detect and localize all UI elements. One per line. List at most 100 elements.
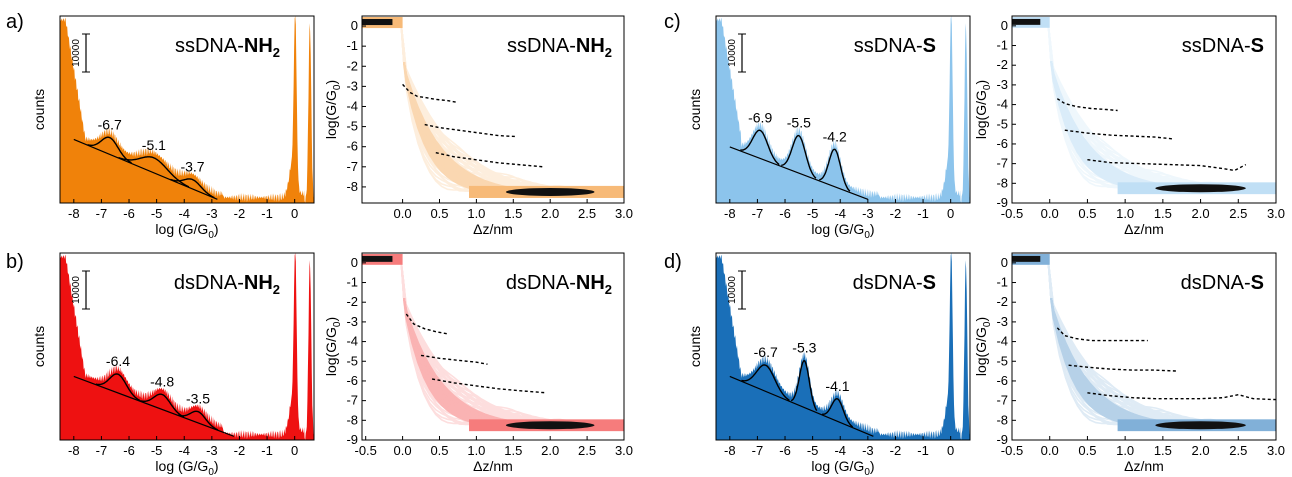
plateau-line-2 xyxy=(1087,392,1277,401)
y-axis-label: log(G/G0) xyxy=(323,317,343,376)
y-tick-label: -1 xyxy=(346,38,358,53)
peak-label: -4.2 xyxy=(823,128,847,144)
x-tick-label: -7 xyxy=(752,443,764,458)
x-tick-label: -2 xyxy=(890,443,902,458)
histogram-panel-a-hist: -6.7 -5.1 -3.7 -8 -7 -6 -5 -4 -3 -2 -1 0 log (G/G0) c… xyxy=(31,15,315,241)
x-tick-label: -8 xyxy=(724,206,736,221)
gaussian-fit-0 xyxy=(87,136,132,164)
plot-frame xyxy=(1011,15,1277,204)
panel-letter-b: b) xyxy=(6,251,24,273)
x-tick-label: 0.5 xyxy=(1078,443,1096,458)
peak-label: -5.3 xyxy=(792,340,816,356)
x-tick-label: -4 xyxy=(178,443,190,458)
y-tick-label: -3 xyxy=(346,78,358,93)
y-tick-label: -1 xyxy=(996,38,1008,53)
gaussian-fit-1 xyxy=(781,134,817,179)
peak-label: -6.7 xyxy=(98,117,122,133)
x-tick-label: -8 xyxy=(724,443,736,458)
scale-bar-label: 10000 xyxy=(727,39,738,67)
panel-title-a-trace: ssDNA-NH2 xyxy=(507,35,612,60)
x-tick-label: -7 xyxy=(96,206,108,221)
y-tick-label: -4 xyxy=(996,334,1008,349)
panel-title-a-hist: ssDNA-NH2 xyxy=(175,35,280,60)
y-tick-label: 0 xyxy=(351,18,358,33)
y-tick-label: -7 xyxy=(346,393,358,408)
y-tick-label: -2 xyxy=(346,58,358,73)
histogram-area xyxy=(60,253,314,440)
x-tick-label: 3.0 xyxy=(615,443,633,458)
plot-frame xyxy=(59,15,315,204)
x-tick-label: -2 xyxy=(234,206,246,221)
peak-label: -6.9 xyxy=(748,109,772,125)
y-axis-label: log(G/G0) xyxy=(323,80,343,139)
plateau-line-1 xyxy=(1068,364,1178,372)
gaussian-fit-1 xyxy=(118,156,190,188)
x-tick-label: -2 xyxy=(234,443,246,458)
x-tick-label: 0.0 xyxy=(1041,206,1059,221)
x-tick-label: -5 xyxy=(151,443,163,458)
x-tick-label: 2.0 xyxy=(541,443,559,458)
gaussian-fit-2 xyxy=(178,410,219,431)
x-axis-label: Δz/nm xyxy=(1124,221,1164,237)
x-tick-label: -7 xyxy=(96,443,108,458)
y-tick-label: -3 xyxy=(346,314,358,329)
gaussian-fit-1 xyxy=(790,359,818,411)
histogram-panel-d-hist: -6.7 -5.3 -4.1 -8 -7 -6 -5 -4 -3 -2 -1 0 log (G/G0) c… xyxy=(687,252,971,477)
x-tick-label: 3.0 xyxy=(1267,206,1285,221)
plateau-line-1 xyxy=(424,123,518,138)
peak-label: -5.1 xyxy=(142,137,166,153)
x-tick-label: -5 xyxy=(807,206,819,221)
x-tick-label: -3 xyxy=(206,443,218,458)
trace-density xyxy=(1012,16,1276,195)
trace-density xyxy=(1012,253,1276,432)
x-tick-label: 0.0 xyxy=(1041,443,1059,458)
y-axis-label: log(G/G0) xyxy=(973,317,993,376)
y-tick-label: -3 xyxy=(996,314,1008,329)
x-tick-label: 0 xyxy=(947,206,954,221)
histogram-area xyxy=(716,16,970,203)
x-tick-label: 1.0 xyxy=(467,206,485,221)
y-tick-label: -9 xyxy=(996,195,1008,210)
y-tick-label: -6 xyxy=(346,139,358,154)
y-tick-label: -8 xyxy=(996,175,1008,190)
y-axis-label: counts xyxy=(687,326,703,367)
plateau-line-2 xyxy=(431,378,547,394)
trace-panel-d-trace: -0.5 0.0 0.5 1.0 1.5 2.0 2.5 3.0 0 -1 -2 -3 -4 -5 -6 -7… xyxy=(973,252,1285,474)
y-tick-label: -8 xyxy=(346,179,358,194)
panel-letter-c: c) xyxy=(664,11,681,33)
y-tick-label: -3 xyxy=(996,77,1008,92)
y-tick-label: -2 xyxy=(996,57,1008,72)
x-tick-label: -8 xyxy=(68,443,80,458)
x-tick-label: -1 xyxy=(261,206,273,221)
x-axis-label: log (G/G0) xyxy=(155,458,218,477)
y-tick-label: -5 xyxy=(346,119,358,134)
x-tick-label: 3.0 xyxy=(615,206,633,221)
y-tick-label: -4 xyxy=(346,98,358,113)
x-tick-label: 1.5 xyxy=(1154,206,1172,221)
x-axis-label: log (G/G0) xyxy=(811,458,874,477)
y-tick-label: -7 xyxy=(996,393,1008,408)
plot-frame xyxy=(1011,252,1277,441)
x-tick-label: 2.0 xyxy=(1192,206,1210,221)
trace-panel-c-trace: -0.5 0.0 0.5 1.0 1.5 2.0 2.5 3.0 0 -1 -2 -3 -4 -5 -6 -7… xyxy=(973,15,1285,237)
y-tick-label: -2 xyxy=(346,294,358,309)
panel-title-d-trace: dsDNA-S xyxy=(1181,272,1264,294)
scale-bar-label: 10000 xyxy=(71,39,82,67)
x-tick-label: -4 xyxy=(834,443,846,458)
x-tick-label: -3 xyxy=(862,443,874,458)
x-tick-label: -0.5 xyxy=(1001,206,1023,221)
peak-label: -3.7 xyxy=(180,159,204,175)
x-tick-label: 0 xyxy=(947,443,954,458)
x-tick-label: -6 xyxy=(123,206,135,221)
x-tick-label: 3.0 xyxy=(1267,443,1285,458)
x-tick-label: -5 xyxy=(151,206,163,221)
y-tick-label: 0 xyxy=(351,255,358,270)
x-tick-label: -2 xyxy=(890,206,902,221)
x-axis-label: Δz/nm xyxy=(1124,458,1164,474)
baseline-fit-line xyxy=(729,146,869,200)
gaussian-fit-2 xyxy=(170,178,215,199)
y-tick-label: -1 xyxy=(346,275,358,290)
plateau-line-1 xyxy=(420,354,488,365)
plot-frame xyxy=(715,15,971,204)
